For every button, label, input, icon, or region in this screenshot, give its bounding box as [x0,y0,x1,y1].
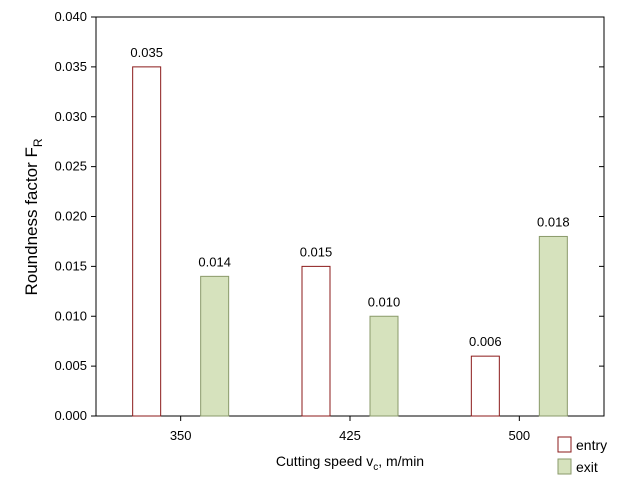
x-tick-label: 500 [508,428,530,443]
y-axis-title-sub: R [31,138,45,147]
data-label-exit-350: 0.014 [198,254,231,269]
y-tick-label: 0.015 [54,258,87,273]
bar-entry-350 [132,66,162,417]
x-axis-title: Cutting speed vc, m/min [276,453,424,473]
legend-swatch-exit [557,458,572,475]
y-tick-label: 0.025 [54,159,87,174]
x-axis-title-main: Cutting speed v [276,453,373,469]
legend-label-entry: entry [576,437,607,453]
legend-label-exit: exit [576,459,598,475]
x-tick-label: 350 [170,428,192,443]
data-label-entry-500: 0.006 [469,334,502,349]
y-tick-label: 0.010 [54,308,87,323]
data-label-entry-350: 0.035 [130,45,163,60]
y-tick-label: 0.040 [54,9,87,24]
y-tick-label: 0.035 [54,59,87,74]
y-tick-label: 0.005 [54,358,87,373]
x-tick-label: 425 [339,428,361,443]
bar-entry-425 [301,265,331,417]
legend: entry exit [557,436,607,475]
legend-swatch-entry [557,436,572,453]
y-ticks: 0.000 0.005 0.010 0.015 0.020 0.025 0.030 0.035… [54,9,604,423]
x-axis-title-sub: c [373,462,378,473]
x-ticks: 350 425 500 [170,416,530,443]
data-label-exit-500: 0.018 [537,214,570,229]
bar-exit-500 [538,235,568,417]
data-labels: 0.035 0.014 0.015 0.010 0.006 0.018 [130,45,569,349]
x-axis-title-rest: , m/min [378,453,424,469]
y-tick-label: 0.020 [54,209,87,224]
y-tick-label: 0.030 [54,109,87,124]
bars [132,66,568,417]
bar-entry-500 [470,355,500,417]
bar-exit-350 [200,275,230,417]
y-tick-label: 0.000 [54,408,87,423]
plot-frame [95,16,605,417]
bar-exit-425 [369,315,399,417]
y-axis-title: Roundness factor FR [22,138,45,295]
y-axis-title-main: Roundness factor F [22,147,41,295]
axes [95,16,605,417]
data-label-exit-425: 0.010 [368,294,401,309]
data-label-entry-425: 0.015 [300,244,333,259]
